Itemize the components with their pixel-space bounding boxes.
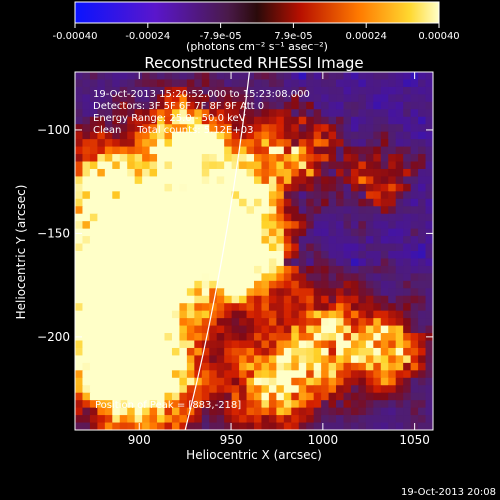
annotation-energy-range: Energy Range: 25.0 - 50.0 keV (93, 113, 246, 124)
heatmap-image (75, 72, 433, 430)
colorbar-tick-label: -0.00040 (53, 31, 98, 42)
colorbar-tick-label: 0.00024 (346, 31, 387, 42)
x-tick-label: 1050 (399, 433, 430, 447)
y-axis-label: Heliocentric Y (arcsec) (14, 185, 28, 320)
x-axis-label: Heliocentric X (arcsec) (186, 448, 322, 462)
timestamp: 19-Oct-2013 20:08 (401, 487, 496, 498)
annotation-counts: Clean Total counts: 5.12E+03 (93, 125, 253, 136)
colorbar-tick-label: 7.9e-05 (274, 31, 312, 42)
colorbar (74, 1, 440, 24)
colorbar-tick-label: -7.9e-05 (200, 31, 242, 42)
y-tick-label: −150 (37, 226, 70, 240)
solar-limb-arc (184, 72, 251, 430)
colorbar-units-label: (photons cm⁻² s⁻¹ asec⁻²) (186, 40, 328, 53)
annotation-time-range: 19-Oct-2013 15:20:52.000 to 15:23:08.000 (93, 89, 310, 100)
x-tick-label: 950 (220, 433, 243, 447)
colorbar-ticks: -0.00040 -0.00024 -7.9e-05 7.9e-05 0.00024 0.… (53, 23, 460, 42)
plot-frame (74, 71, 434, 431)
axes: 900 950 1000 1050 −100 −150 −200 (37, 72, 433, 447)
colorbar-tick-label: -0.00024 (125, 31, 170, 42)
colorbar-tick-label: 0.00040 (418, 31, 459, 42)
x-tick-label: 1000 (308, 433, 339, 447)
annotation-detectors: Detectors: 3F 5F 6F 7F 8F 9F Att 0 (93, 101, 264, 112)
y-tick-label: −100 (37, 123, 70, 137)
peak-position-label: Position of Peak = [883,-218] (95, 400, 241, 411)
y-tick-label: −200 (37, 330, 70, 344)
chart-title: Reconstructed RHESSI Image (144, 54, 363, 72)
x-tick-label: 900 (128, 433, 151, 447)
